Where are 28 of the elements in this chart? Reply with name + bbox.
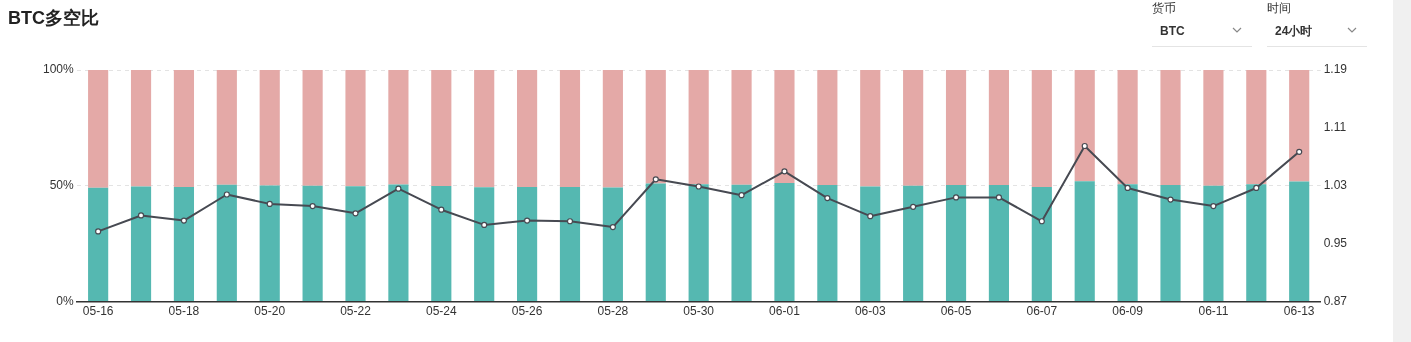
text: 时间 [1267, 0, 1292, 16]
x-tick-label: 05-30 [683, 304, 715, 319]
y-tick-label: 100% [42, 62, 75, 77]
x-tick-label: 06-03 [854, 304, 886, 319]
x-tick-label: 06-05 [940, 304, 972, 319]
chart-title: BTC多空比 [8, 7, 99, 30]
y2-tick-label: 0.95 [1323, 236, 1348, 251]
y-tick-label: 0% [56, 293, 75, 308]
y2-tick-label: 0.87 [1323, 293, 1348, 308]
y-tick-label: 50% [49, 178, 75, 193]
x-tick-label: 05-24 [425, 304, 457, 319]
x-tick-label: 06-13 [1283, 304, 1315, 319]
x-tick-label: 06-09 [1112, 304, 1144, 319]
x-tick-label: 05-28 [597, 304, 629, 319]
x-tick-label: 06-11 [1198, 304, 1229, 319]
y2-tick-label: 1.03 [1323, 178, 1348, 193]
x-tick-label: 05-22 [340, 304, 372, 319]
text: 24小时 [1275, 24, 1313, 38]
x-tick-label: 05-18 [168, 304, 200, 319]
x-tick-label: 05-20 [254, 304, 286, 319]
y2-tick-label: 1.19 [1323, 62, 1348, 77]
text: 货币 [1152, 0, 1177, 16]
y2-tick-label: 1.11 [1323, 120, 1347, 135]
x-tick-label: 05-16 [82, 304, 114, 319]
x-tick-label: 06-07 [1026, 304, 1058, 319]
x-tick-label: 05-26 [511, 304, 543, 319]
x-tick-label: 06-01 [769, 304, 801, 319]
text: BTC [1160, 24, 1185, 38]
